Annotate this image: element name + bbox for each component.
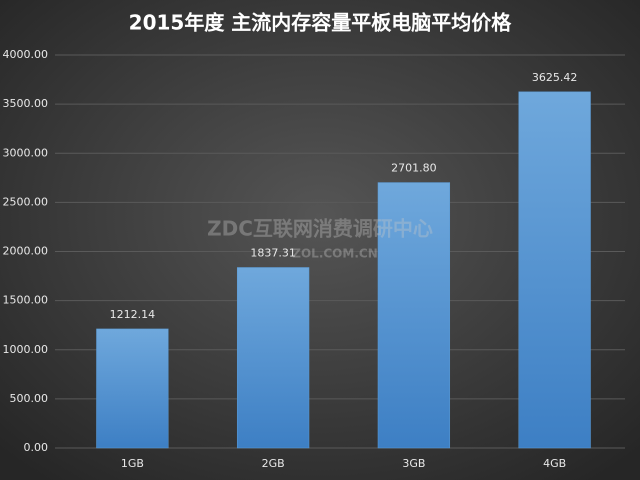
y-tick-label: 3000.00 — [3, 146, 49, 159]
x-tick-label: 2GB — [262, 457, 285, 470]
data-label: 3625.42 — [532, 71, 578, 84]
y-tick-label: 1000.00 — [3, 343, 49, 356]
y-tick-label: 2000.00 — [3, 245, 49, 258]
y-tick-label: 0.00 — [24, 441, 49, 454]
bar — [377, 182, 451, 449]
bar — [518, 91, 591, 449]
y-tick-label: 2500.00 — [3, 195, 49, 208]
x-tick-label: 4GB — [543, 457, 566, 470]
y-tick-label: 500.00 — [10, 392, 49, 405]
bar — [236, 267, 310, 449]
y-tick-label: 4000.00 — [3, 48, 49, 61]
data-label: 1837.31 — [250, 246, 296, 259]
watermark: ZOL.COM.CN — [292, 247, 377, 261]
x-tick-label: 3GB — [402, 457, 425, 470]
bar — [96, 328, 169, 449]
plot-area: 0.00 500.00 1000.00 1500.00 2000.00 2500.00 30… — [3, 48, 625, 470]
y-tick-label: 1500.00 — [3, 294, 49, 307]
data-label: 1212.14 — [110, 308, 156, 321]
data-label: 2701.80 — [391, 162, 437, 175]
x-tick-label: 1GB — [121, 457, 144, 470]
watermark: ZDC互联网消费调研中心 — [207, 217, 433, 241]
chart-title: 2015年度 主流内存容量平板电脑平均价格 — [129, 11, 513, 35]
y-tick-label: 3500.00 — [3, 97, 49, 110]
